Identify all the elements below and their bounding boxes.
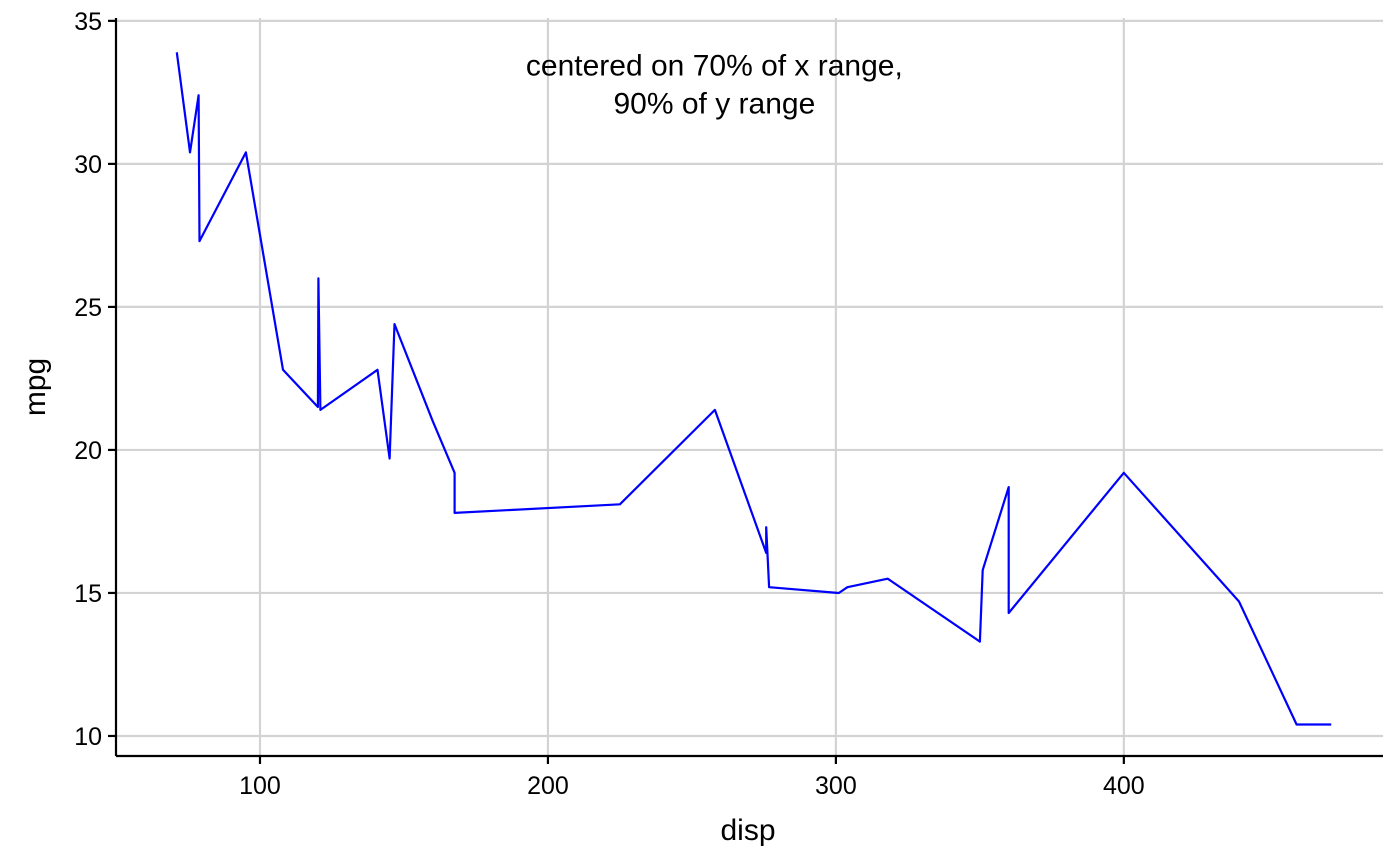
y-tick-label-15: 15 — [74, 580, 102, 608]
y-tick-label-30: 30 — [74, 151, 102, 179]
y-axis-ticks: 10 15 20 25 30 35 — [74, 8, 116, 751]
y-tick-label-25: 25 — [74, 294, 102, 322]
annotation-line-2: 90% of y range — [613, 87, 815, 120]
x-gridlines — [258, 18, 1125, 756]
y-gridlines — [116, 19, 1383, 738]
x-axis-ticks: 100 200 300 400 — [239, 756, 1145, 800]
chart-annotation: centered on 70% of x range, 90% of y rang… — [526, 49, 903, 120]
y-tick-label-20: 20 — [74, 437, 102, 465]
x-tick-label-100: 100 — [239, 772, 281, 800]
y-tick-label-35: 35 — [74, 8, 102, 36]
x-tick-label-200: 200 — [527, 772, 569, 800]
x-tick-label-400: 400 — [1103, 772, 1145, 800]
y-tick-label-10: 10 — [74, 723, 102, 751]
mpg-vs-disp-line — [175, 52, 1332, 726]
x-axis-title: disp — [720, 814, 775, 847]
annotation-line-1: centered on 70% of x range, — [526, 49, 903, 82]
x-tick-label-300: 300 — [815, 772, 857, 800]
y-axis-title: mpg — [19, 358, 52, 416]
